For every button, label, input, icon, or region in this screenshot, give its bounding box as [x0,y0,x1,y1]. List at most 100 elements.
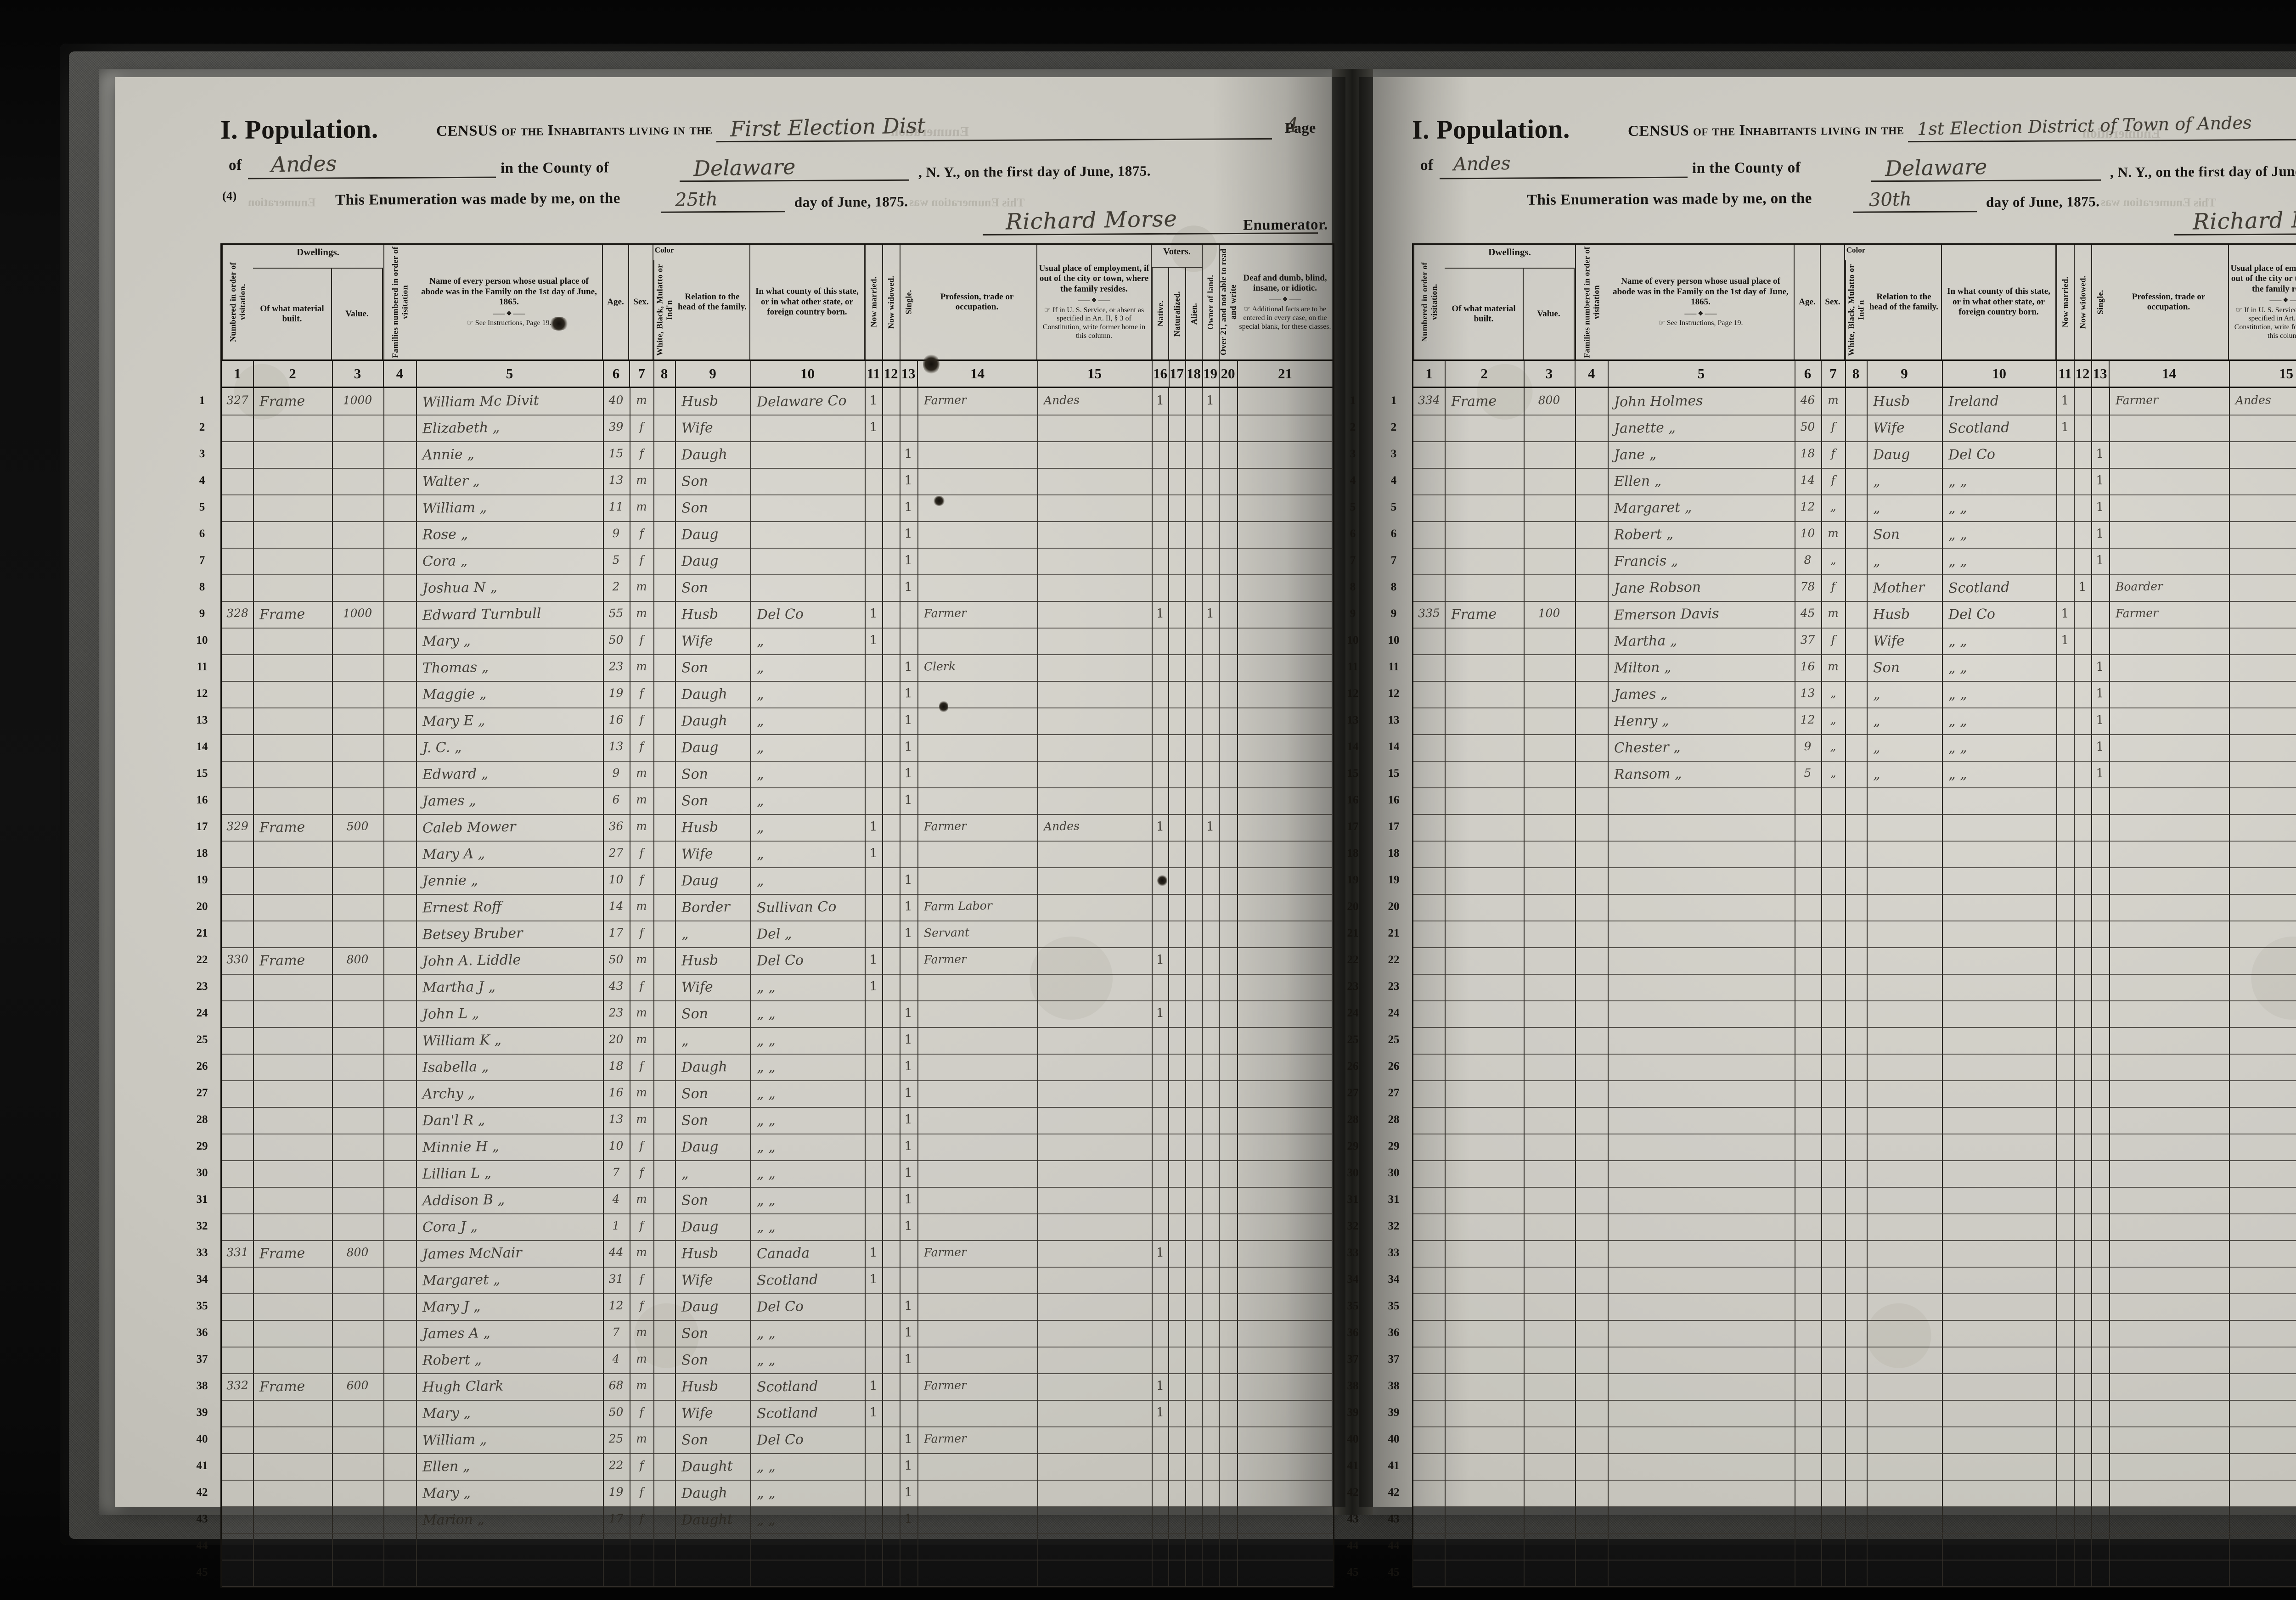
row-divider [1413,521,2296,522]
cell-native: 1 [1156,1245,1165,1260]
column-divider [917,388,918,1586]
cell-single: 1 [904,766,912,781]
cell-born: Scotland [756,1404,818,1422]
census-line-right: CENSUS of the Inhabitants living in the [1628,121,1904,140]
row-number-left: 32 [196,1220,208,1232]
left-col-header-15: Usual place of employment, if out of the… [1037,245,1152,359]
cell-sex: f [639,686,644,700]
cell-born: Delaware Co [756,393,847,410]
left-column-number-row: 1 2 3 4 5 6 7 8 9 10 11 12 13 14 15 16 17 18 19 20 21 [222,361,1333,388]
row-divider [222,494,1333,495]
cell-born: „ „ [1948,526,1967,543]
cell-single: 1 [2096,500,2104,515]
row-number-left: 10 [196,634,208,646]
row-number-left: 15 [196,767,208,780]
town-value-right: Andes [1453,152,1511,175]
column-divider [2109,388,2110,1586]
cell-sex: f [639,1511,644,1526]
row-number-left: 33 [1388,1246,1400,1259]
cell-married: 1 [869,819,878,834]
cell-name: Mary A „ [422,845,485,863]
row-divider [222,761,1333,762]
cell-rel: Son [681,500,709,516]
cell-rel: „ [1873,739,1880,756]
cell-single: 1 [904,579,912,595]
cell-rel: Wife [1873,420,1905,437]
cell-born: „ „ [1948,766,1967,783]
district-value-right: 1st Election District of Town of Andes [1917,112,2252,139]
row-divider [222,1054,1333,1055]
cell-name: J. C. „ [422,739,462,756]
row-number-left: 17 [1388,820,1400,833]
row-number-left: 13 [196,714,208,726]
cell-age: 16 [608,1085,624,1100]
row-number-left: 9 [1390,607,1397,620]
row-number-left: 13 [1388,714,1400,726]
cell-sex: m [636,792,647,807]
row-number-left: 36 [196,1326,208,1339]
left-col-number-11: 11 [865,361,883,387]
cell-sex: m [636,1112,647,1126]
cell-rel: Husb [681,952,719,969]
right-col-header-7: Sex. [1821,245,1845,359]
column-divider [332,388,333,1586]
cell-empl: Andes [1043,819,1080,833]
cell-born: Del Co [756,606,804,623]
cell-sex: m [636,1192,647,1206]
cell-age: 14 [608,899,624,913]
left-col-number-16: 16 [1152,361,1170,387]
left-col-header-12: Now widowed. [882,245,900,359]
cell-owner: 1 [1206,819,1215,834]
cell-native: 1 [1156,819,1165,834]
cell-single: 1 [904,1165,912,1180]
cell-rel: Son [681,579,709,596]
row-divider [222,1506,1333,1507]
cell-born: Scotland [1948,579,2010,597]
right-col-header-13: Single. [2091,245,2109,359]
cell-rel: Wife [681,979,714,996]
cell-age: 68 [608,1378,624,1392]
left-table-body: 1 1 327 Frame 1000 William Mc Divit 40 m Husb Del… [197,388,1359,1587]
row-number-left: 7 [1390,554,1397,567]
row-divider [222,574,1333,575]
cell-sex: f [639,446,644,460]
cell-sex: f [1831,633,1835,647]
cell-rel: Daugh [681,1485,728,1502]
row-number-right: 11 [1347,661,1358,673]
cell-age: 20 [608,1032,624,1046]
cell-sex: m [1827,393,1839,407]
cell-empl: Andes [2235,393,2272,407]
cell-age: 17 [608,926,624,940]
cell-name: Ransom „ [1614,765,1682,783]
row-number-left: 11 [1388,661,1399,673]
cell-rel: Daught [681,1511,733,1528]
group-header-dwellings: Dwellings. [253,247,383,269]
cell-single: 1 [904,1432,912,1447]
right-col-number-13: 13 [2091,361,2110,387]
row-number-left: 16 [1388,794,1400,806]
cell-rel: Husb [1873,393,1910,410]
cell-dwell: 331 [226,1245,249,1259]
row-number-right: 12 [1347,687,1359,700]
cell-widowed: 1 [2078,579,2087,595]
column-divider [1608,388,1609,1586]
right-census-sheet: I. Population. CENSUS of the Inhabitants… [1388,106,2296,1588]
left-census-table: Dwellings. Color Voters. Numbered in order … [197,243,1359,1588]
cell-sex: m [636,1245,647,1259]
row-divider [222,548,1333,549]
row-number-left: 15 [1388,767,1400,780]
cell-rel: Daug [681,1298,719,1315]
row-divider [222,1107,1333,1108]
cell-rel: Son [681,1005,709,1022]
row-number-left: 16 [196,794,208,806]
ny-date-line-right: , N. Y., on the first day of June, 1875. [2110,163,2296,180]
cell-sex: f [1831,473,1835,487]
cell-born: „ „ [1948,739,1967,756]
cell-rel: Husb [681,606,719,623]
cell-name: Caleb Mower [422,819,516,836]
cell-age: 10 [608,872,624,887]
cell-name: Mary „ [422,1485,471,1502]
cell-rel: Son [681,1352,709,1369]
cell-rel: Daug [681,1218,719,1235]
